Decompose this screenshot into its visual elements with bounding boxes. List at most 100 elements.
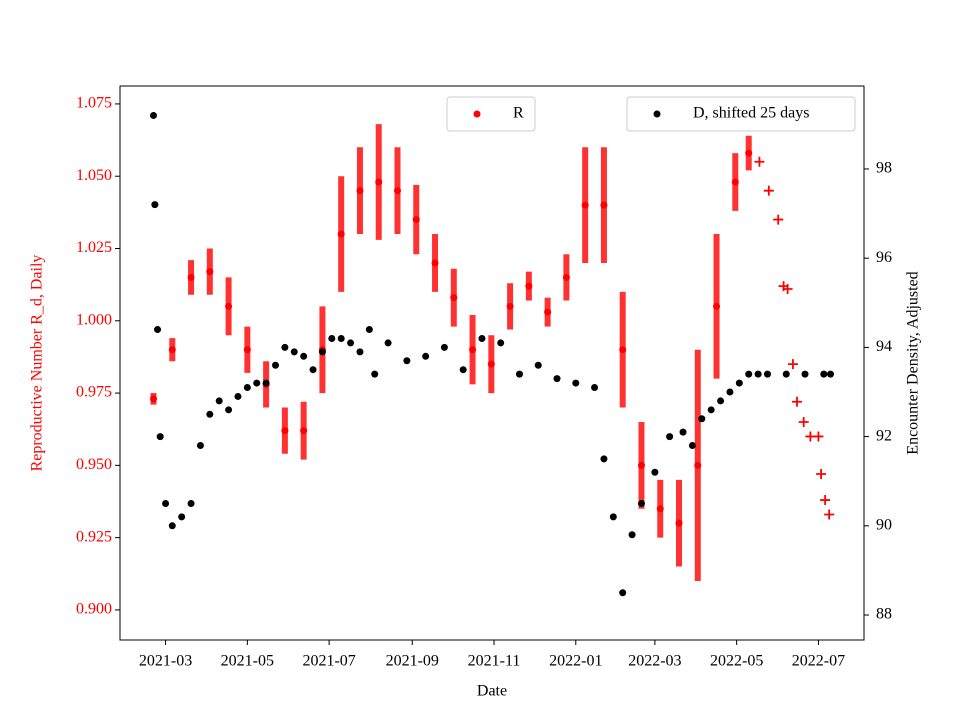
legend-label: R [513, 105, 524, 122]
dot [478, 334, 486, 342]
dot [600, 455, 608, 463]
dot [150, 395, 158, 403]
dot [384, 339, 392, 347]
plus-marker [824, 509, 835, 520]
dot [187, 273, 195, 281]
x-tick-label: 2021-07 [302, 653, 355, 670]
dot [225, 302, 233, 310]
legend-marker [473, 110, 481, 118]
dot [581, 201, 589, 209]
y2-tick-label: 92 [876, 427, 892, 444]
dot [234, 392, 242, 400]
dot [262, 379, 270, 387]
plot-frame [119, 85, 865, 641]
dot [619, 346, 627, 354]
y2-tick-label: 94 [876, 338, 892, 355]
dot [309, 366, 317, 374]
dot [403, 357, 411, 365]
dot [187, 500, 195, 508]
dot [675, 519, 683, 527]
plus-marker [787, 359, 798, 370]
dot [243, 384, 251, 392]
dot [168, 346, 176, 354]
y-tick-label: 0.900 [76, 601, 112, 618]
dot [371, 370, 379, 378]
dot [375, 178, 383, 186]
dot [666, 433, 674, 441]
dot [600, 201, 608, 209]
dot [726, 388, 734, 396]
dot [151, 201, 159, 209]
dot [431, 259, 439, 267]
x-tick-label: 2021-03 [139, 653, 192, 670]
dot [637, 500, 645, 508]
dot [572, 379, 580, 387]
dot [300, 352, 308, 360]
dot [150, 111, 158, 119]
y2-tick-label: 98 [876, 160, 892, 177]
y-tick-label: 1.075 [76, 95, 112, 112]
y2-tick-label: 90 [876, 516, 892, 533]
legend-marker [653, 110, 661, 118]
plus-marker [791, 396, 802, 407]
dot [717, 397, 725, 405]
dot [782, 370, 790, 378]
plus-marker [813, 431, 824, 442]
x-axis-label: Date [477, 683, 507, 700]
x-tick-label: 2022-05 [710, 653, 763, 670]
dot [459, 366, 467, 374]
plus-marker [798, 416, 809, 427]
dot [290, 348, 298, 356]
dot [591, 384, 599, 392]
dot [698, 415, 706, 423]
dot [820, 370, 828, 378]
plus-marker [754, 156, 765, 167]
dot [393, 187, 401, 195]
dot [300, 427, 308, 435]
dot [525, 282, 533, 290]
dot [731, 178, 739, 186]
dot [206, 410, 214, 418]
dot [356, 348, 364, 356]
dot [318, 348, 326, 356]
dot [534, 361, 542, 369]
dot [347, 339, 355, 347]
dot [156, 433, 164, 441]
y-tick-label: 1.025 [76, 239, 112, 256]
dot [365, 326, 373, 334]
y-tick-label: 1.050 [76, 167, 112, 184]
x-tick-label: 2022-03 [628, 653, 681, 670]
dot [253, 379, 261, 387]
dot [562, 273, 570, 281]
dot [515, 370, 523, 378]
dot [422, 352, 430, 360]
y2-tick-label: 88 [876, 606, 892, 623]
dot [707, 406, 715, 414]
y-tick-label: 0.950 [76, 456, 112, 473]
dot [281, 343, 289, 351]
dot [440, 343, 448, 351]
dot [225, 406, 233, 414]
dot [497, 339, 505, 347]
dot [215, 397, 223, 405]
dot [735, 379, 743, 387]
legend-box [446, 96, 536, 132]
x-tick-label: 2022-07 [792, 653, 845, 670]
dot [356, 187, 364, 195]
dot [281, 427, 289, 435]
dot [628, 531, 636, 539]
dot [243, 346, 251, 354]
y2-axis-label: Encounter Density, Adjusted [905, 271, 922, 454]
dot [412, 216, 420, 224]
y-tick-label: 0.925 [76, 528, 112, 545]
x-tick-label: 2021-09 [386, 653, 439, 670]
legend-box [626, 96, 856, 132]
dot [553, 375, 561, 383]
dot [609, 513, 617, 521]
dot [544, 308, 552, 316]
dot [651, 468, 659, 476]
plus-marker [773, 214, 784, 225]
y2-tick-label: 96 [876, 249, 892, 266]
x-tick-label: 2022-01 [549, 653, 602, 670]
